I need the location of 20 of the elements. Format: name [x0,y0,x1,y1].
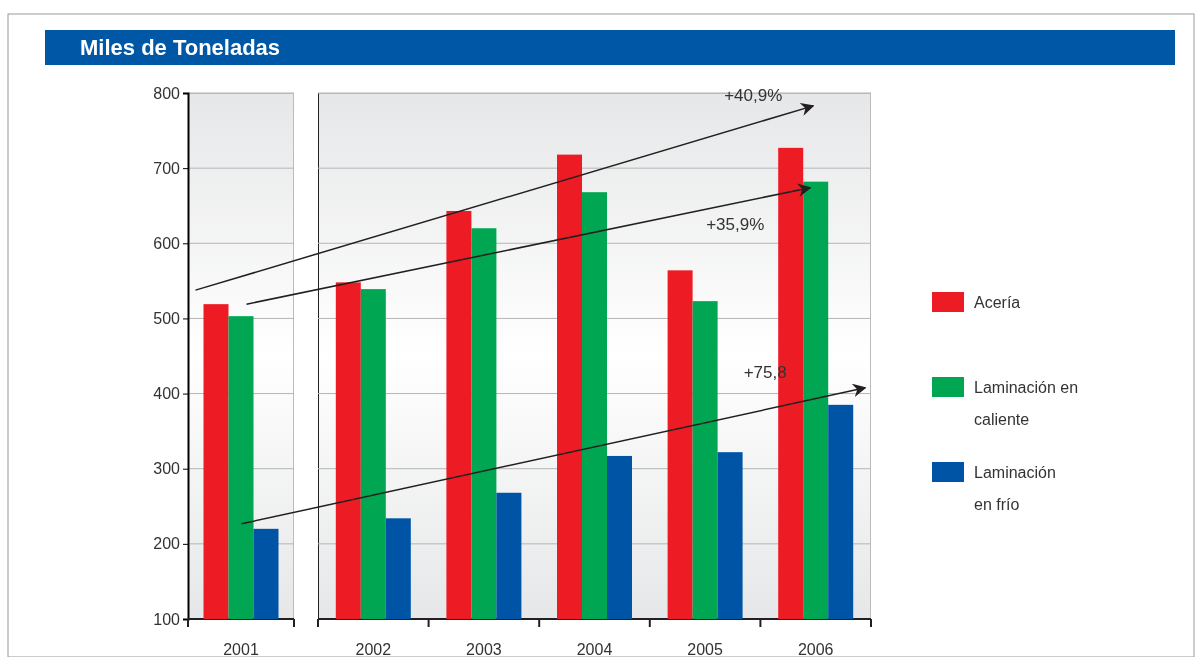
y-tick-label: 800 [153,84,181,102]
x-tick-label: 2005 [687,641,723,657]
y-tick-label: 500 [153,310,181,328]
y-tick-label: 600 [153,234,181,252]
x-tick-label: 2003 [466,641,502,657]
y-tick-label: 700 [153,159,181,177]
y-tick-label: 400 [153,385,181,403]
legend-label: Laminación en caliente [974,379,1079,428]
y-tick-label: 200 [153,535,181,553]
x-tick-label: 2001 [223,641,259,657]
annotation: +35,9% [706,214,765,234]
x-tick-label: 2006 [797,641,834,657]
x-tick-label: 2002 [355,641,392,657]
x-tick-label: 2004 [576,641,613,657]
chart-title: Miles de Toneladas [80,35,281,60]
y-tick-label: 100 [153,610,181,628]
y-tick-label: 300 [153,460,181,478]
legend-label: Acería [974,294,1021,311]
legend-label: Laminación en frío [974,464,1056,513]
annotation: +40,9% [724,85,783,105]
